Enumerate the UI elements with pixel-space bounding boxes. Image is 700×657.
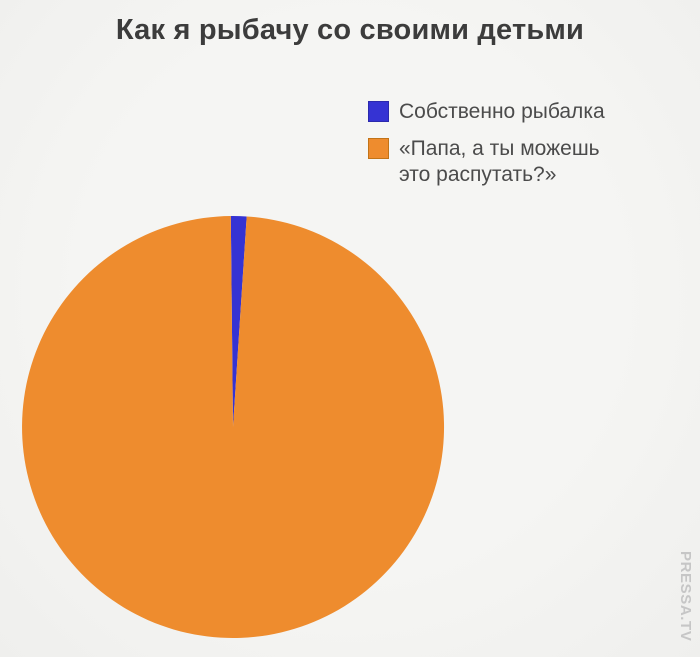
- legend-label-fishing: Собственно рыбалка: [399, 99, 605, 125]
- pie-chart: [21, 215, 445, 639]
- legend-label-untangle: «Папа, а ты можешь это распутать?»: [399, 136, 600, 188]
- pie-slice: [22, 216, 445, 638]
- legend-label-line: «Папа, а ты можешь: [399, 137, 600, 160]
- legend-label-line: это распутать?»: [399, 163, 557, 186]
- pie-slice: [230, 215, 247, 427]
- watermark-text: PRESSA.TV: [677, 551, 694, 642]
- legend-item-fishing: Собственно рыбалка: [368, 99, 605, 125]
- legend-swatch-blue: [368, 101, 389, 122]
- chart-title: Как я рыбачу со своими детьми: [115, 14, 585, 46]
- legend-item-untangle: «Папа, а ты можешь это распутать?»: [368, 136, 605, 188]
- legend: Собственно рыбалка «Папа, а ты можешь эт…: [368, 99, 605, 188]
- legend-swatch-orange: [368, 138, 389, 159]
- pie-svg: [22, 215, 445, 638]
- legend-label-line: Собственно рыбалка: [399, 100, 605, 123]
